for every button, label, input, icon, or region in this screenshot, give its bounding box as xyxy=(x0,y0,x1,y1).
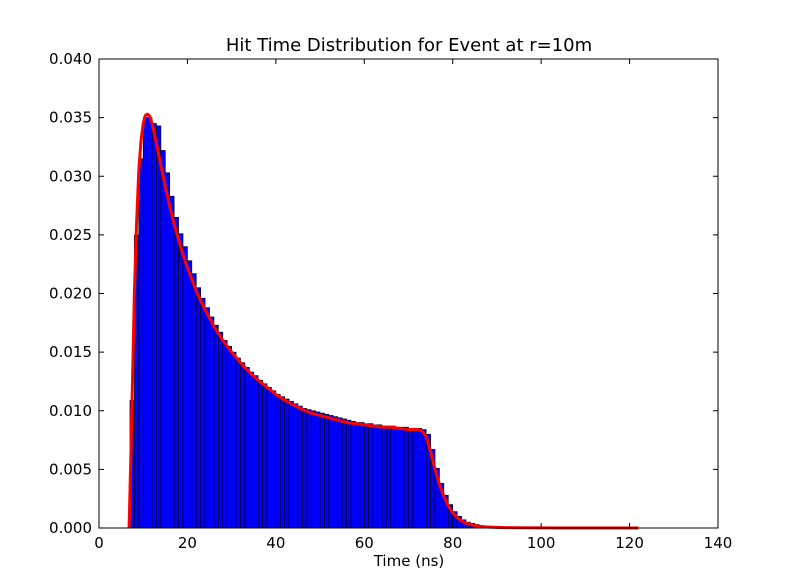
histogram-bar xyxy=(279,396,285,529)
histogram-bar xyxy=(244,367,250,529)
histogram-bar xyxy=(337,417,343,529)
histogram-bar xyxy=(266,386,272,529)
histogram-bar xyxy=(363,423,370,529)
histogram-bar xyxy=(368,423,374,529)
y-tick-label: 0.005 xyxy=(49,460,92,478)
x-tick-label: 60 xyxy=(355,534,374,552)
histogram-bar xyxy=(403,426,409,529)
histogram-bar xyxy=(235,357,241,529)
histogram-bar xyxy=(195,287,201,529)
histogram-bar xyxy=(333,416,339,529)
histogram-bar xyxy=(350,420,356,529)
histogram-bar xyxy=(324,413,330,529)
histogram-bar xyxy=(271,390,277,529)
y-tick-label: 0.020 xyxy=(49,285,92,303)
histogram-bar xyxy=(151,123,157,529)
histogram-bar xyxy=(408,428,414,529)
x-tick-label: 120 xyxy=(615,534,644,552)
histogram-bar xyxy=(240,362,246,529)
x-tick-label: 80 xyxy=(443,534,462,552)
y-tick-label: 0.025 xyxy=(49,226,92,244)
histogram-bar xyxy=(297,405,303,529)
histogram-bar xyxy=(169,195,175,529)
axis-ticks: 0 20 40 60 80 100 120 140 0.000 0.005 0.010 0.015 0.… xyxy=(49,50,732,552)
y-tick-label: 0.030 xyxy=(49,167,92,185)
y-tick-label: 0.010 xyxy=(49,402,92,420)
histogram-bar xyxy=(310,410,316,529)
histogram-bar xyxy=(390,425,396,529)
histogram-bar xyxy=(421,429,427,529)
histogram-bar xyxy=(257,379,263,529)
histogram-bar xyxy=(302,408,308,529)
histogram-bar xyxy=(165,172,171,529)
histogram-bar xyxy=(147,117,153,529)
histogram-bar xyxy=(226,345,232,529)
x-axis-label: Time (ns) xyxy=(373,552,445,570)
x-tick-label: 0 xyxy=(94,534,104,552)
histogram-bar xyxy=(346,419,352,529)
fit-curve-line xyxy=(127,112,639,530)
chart-title: Hit Time Distribution for Event at r=10m xyxy=(226,35,592,56)
histogram-bar xyxy=(191,273,197,529)
histogram-bar xyxy=(306,409,312,529)
histogram-bar xyxy=(288,401,294,529)
histogram-bar xyxy=(328,415,334,529)
histogram-bar xyxy=(200,297,206,529)
histogram-bar xyxy=(359,422,365,529)
histogram-bar xyxy=(412,428,418,529)
histogram-bar xyxy=(209,316,215,529)
y-tick-label: 0.015 xyxy=(49,343,92,361)
histogram-bar xyxy=(160,150,166,529)
histogram-bar xyxy=(319,412,325,529)
y-tick-label: 0.040 xyxy=(49,50,92,68)
histogram-bar xyxy=(372,424,378,529)
y-tick-label: 0.000 xyxy=(49,519,92,537)
y-tick-label: 0.035 xyxy=(49,109,92,127)
histogram-bar xyxy=(187,260,193,529)
histogram-bar xyxy=(231,351,237,529)
x-tick-label: 140 xyxy=(704,534,733,552)
x-tick-label: 20 xyxy=(178,534,197,552)
histogram-bar xyxy=(377,424,383,529)
histogram-bar xyxy=(138,158,144,529)
histogram-bar xyxy=(315,411,321,529)
histogram-bar xyxy=(178,233,184,529)
plot-frame xyxy=(98,58,719,529)
histogram-bars xyxy=(129,117,546,529)
histogram-bar xyxy=(218,331,224,529)
histogram-bar xyxy=(341,418,347,529)
histogram-bar xyxy=(249,371,255,529)
histogram-bar xyxy=(142,117,148,529)
histogram-bar xyxy=(417,428,423,529)
histogram-bar xyxy=(284,398,290,529)
histogram-bar xyxy=(173,216,179,529)
histogram-bar xyxy=(355,422,361,529)
x-tick-label: 100 xyxy=(527,534,556,552)
histogram-bar xyxy=(381,425,387,529)
histogram-bar xyxy=(182,246,188,529)
histogram-bar xyxy=(275,394,281,529)
histogram-bar xyxy=(213,324,219,529)
histogram-bar xyxy=(394,426,400,529)
histogram-bar xyxy=(222,340,228,529)
histogram-bar xyxy=(204,307,210,529)
x-tick-label: 40 xyxy=(266,534,285,552)
histogram-bar xyxy=(253,375,259,529)
histogram-bar xyxy=(156,125,162,529)
histogram-bar xyxy=(262,383,268,529)
histogram-bar xyxy=(293,403,299,529)
histogram-bar xyxy=(386,425,392,529)
histogram-bar xyxy=(399,426,405,529)
